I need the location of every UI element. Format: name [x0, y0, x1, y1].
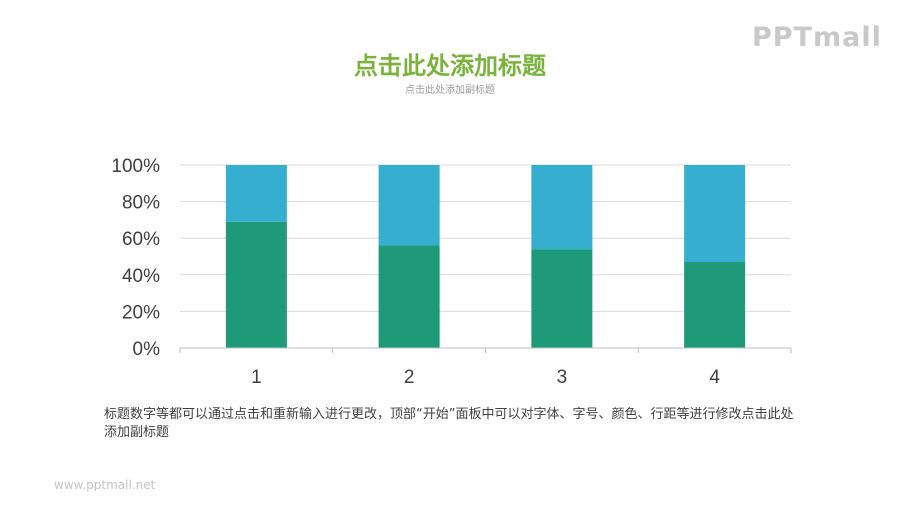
x-tick-label: 3	[557, 367, 568, 388]
stacked-bar-chart: 0% 20% 40% 60% 80% 100% 1 2 3 4	[111, 156, 792, 388]
bar-segment[interactable]	[684, 165, 746, 262]
bar-segment[interactable]	[531, 165, 593, 250]
x-tick-label: 1	[251, 367, 262, 388]
y-tick-label: 40%	[122, 266, 160, 287]
y-tick-label: 20%	[122, 302, 160, 323]
y-tick-label: 0%	[133, 339, 161, 360]
y-tick-label: 100%	[111, 156, 160, 177]
pptmall-logo: PPTmall	[752, 22, 882, 53]
x-axis-labels: 1 2 3 4	[251, 367, 720, 388]
footer-url: www.pptmall.net	[54, 478, 156, 492]
y-tick-label: 60%	[122, 229, 160, 250]
bar-segment[interactable]	[225, 221, 287, 348]
bar-segment[interactable]	[684, 261, 746, 348]
page-title[interactable]: 点击此处添加标题	[354, 52, 546, 80]
x-axis	[179, 347, 792, 353]
bars	[225, 165, 746, 348]
bar-segment[interactable]	[531, 249, 593, 348]
bar-segment[interactable]	[378, 245, 440, 348]
y-axis-labels: 0% 20% 40% 60% 80% 100%	[111, 156, 160, 360]
bar-segment[interactable]	[378, 165, 440, 246]
x-tick-label: 2	[404, 367, 415, 388]
y-tick-label: 80%	[122, 193, 160, 214]
x-tick-label: 4	[709, 367, 720, 388]
description-text[interactable]: 标题数字等都可以通过点击和重新输入进行更改，顶部“开始”面板中可以对字体、字号、…	[104, 407, 794, 440]
bar-segment[interactable]	[225, 165, 287, 222]
page-subtitle[interactable]: 点击此处添加副标题	[405, 85, 495, 96]
